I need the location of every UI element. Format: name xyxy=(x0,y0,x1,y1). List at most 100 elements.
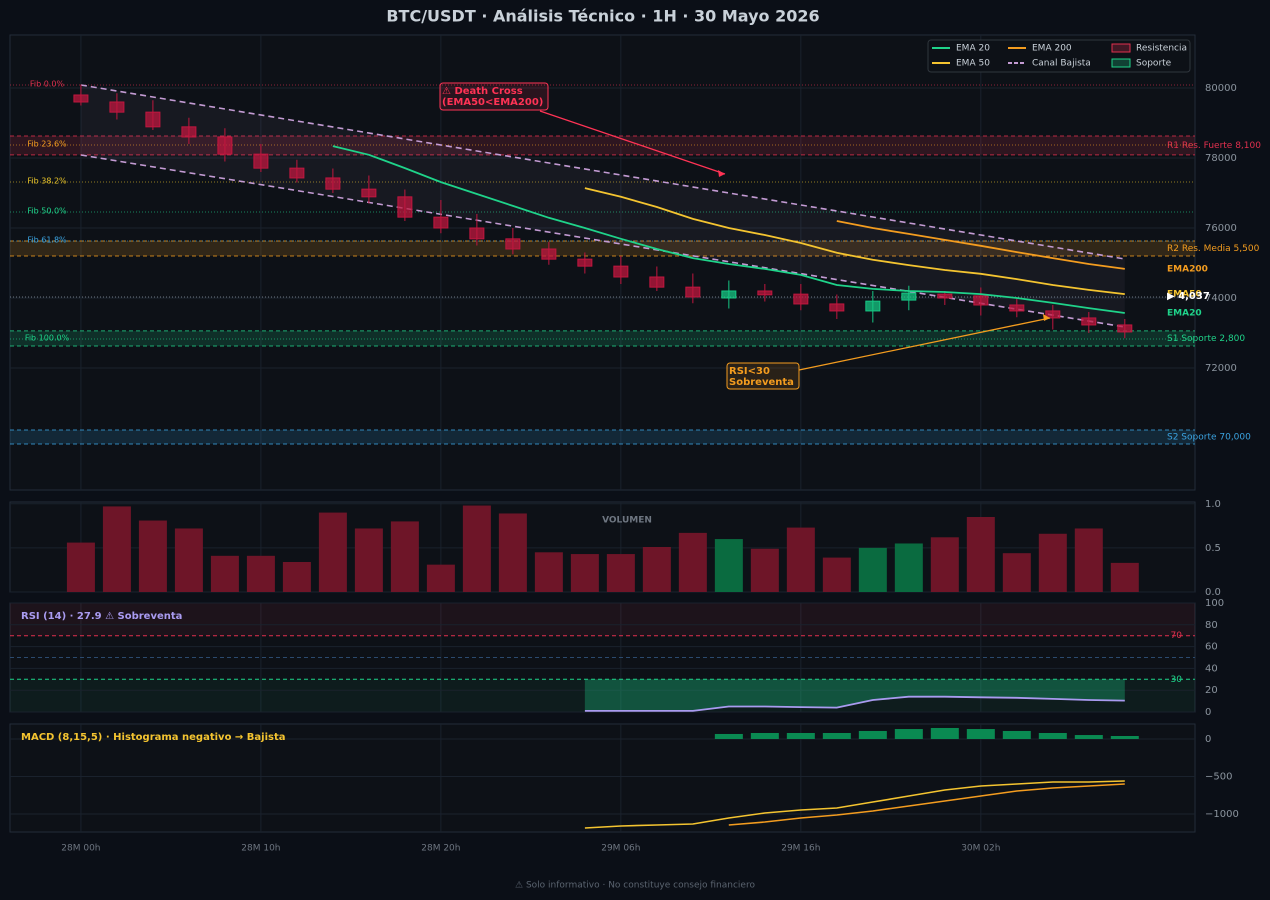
zone xyxy=(10,330,1195,346)
legend-label: EMA 50 xyxy=(956,59,990,69)
volume-bar xyxy=(246,555,275,592)
candle-body xyxy=(577,258,593,267)
macd-line xyxy=(584,780,1125,829)
chart-title: BTC/USDT · Análisis Técnico · 1H · 30 Ma… xyxy=(386,7,819,26)
volume-bar xyxy=(642,547,671,592)
volume-bar xyxy=(570,554,599,592)
candle-body xyxy=(613,265,629,278)
y-tick-label: 72000 xyxy=(1205,363,1237,374)
volume-bar xyxy=(678,532,707,592)
fib-label: Fib 0.0% xyxy=(30,79,65,88)
annotation-text: (EMA50<EMA200) xyxy=(442,97,543,108)
volume-bar xyxy=(930,537,959,592)
y-tick-label: 1.0 xyxy=(1205,499,1221,510)
histogram-bar xyxy=(930,727,959,739)
candle-body xyxy=(325,177,341,190)
panel-title: MACD (8,15,5) · Histograma negativo → Ba… xyxy=(21,732,285,743)
legend-label: EMA 200 xyxy=(1032,44,1072,54)
arrow-head xyxy=(718,170,725,177)
volume-bar xyxy=(750,548,779,592)
histogram-bar xyxy=(894,729,923,739)
ema-line xyxy=(332,145,1125,314)
volume-bar xyxy=(318,512,347,592)
zone-label: S1 Soporte 2,800 xyxy=(1167,334,1245,344)
volume-bar xyxy=(822,557,851,592)
candle-body xyxy=(685,286,701,298)
y-tick-label: −500 xyxy=(1205,772,1232,783)
channel-fill xyxy=(80,84,1125,328)
candle-body xyxy=(649,276,665,288)
volume-bar xyxy=(354,528,383,592)
annotation-arrow xyxy=(539,110,726,175)
x-tick-label: 28M 00h xyxy=(61,844,100,854)
zone xyxy=(10,429,1195,444)
zone-label: R1 Res. Fuerte 8,100 xyxy=(1167,141,1261,151)
ema-line xyxy=(836,220,1125,270)
volume-bar xyxy=(534,552,563,592)
y-tick-label: 76000 xyxy=(1205,223,1237,234)
volume-bar xyxy=(66,542,95,592)
volume-bar xyxy=(1074,528,1103,592)
volume-panel xyxy=(9,501,1196,593)
price-panel xyxy=(9,34,1196,491)
histogram-bar xyxy=(1074,735,1103,739)
candle-body xyxy=(217,136,233,155)
histogram-bar xyxy=(786,733,815,739)
histogram-bar xyxy=(750,733,779,739)
candle-body xyxy=(901,292,917,301)
panel-title: RSI (14) · 27.9 ⚠ Sobreventa xyxy=(21,611,182,622)
candle-body xyxy=(1117,324,1133,333)
fib-label: Fib 23.6% xyxy=(27,140,67,149)
candle-body xyxy=(109,101,125,113)
candle-body xyxy=(397,196,413,218)
volume-bar xyxy=(966,517,995,592)
candle-body xyxy=(361,188,377,198)
histogram-bar xyxy=(714,733,743,739)
volume-bar xyxy=(390,521,419,592)
fib-label: Fib 100.0% xyxy=(25,333,70,342)
legend-label: Canal Bajista xyxy=(1032,59,1091,69)
y-tick-label: 74000 xyxy=(1205,293,1237,304)
annotation-arrow xyxy=(798,317,1051,371)
oversold-zone xyxy=(10,679,1195,712)
volume-bar xyxy=(714,539,743,592)
candle-body xyxy=(1009,304,1025,312)
ema-end-label: EMA50 xyxy=(1167,290,1202,300)
histogram-bar xyxy=(1110,736,1139,739)
volume-bar xyxy=(1002,553,1031,592)
volume-bar xyxy=(858,547,887,592)
histogram-bar xyxy=(822,733,851,739)
x-tick-label: 30M 02h xyxy=(961,844,1000,854)
candle-body xyxy=(793,293,809,305)
candle-body xyxy=(433,216,449,229)
candle-body xyxy=(973,295,989,306)
volume-bar xyxy=(1038,533,1067,592)
fib-label: Fib 38.2% xyxy=(27,177,67,186)
legend-label: EMA 20 xyxy=(956,44,990,54)
candle-body xyxy=(937,293,953,299)
footer: ⚠ Solo informativo · No constituye conse… xyxy=(515,881,755,891)
legend-swatch xyxy=(1111,58,1131,68)
y-tick-label: 0 xyxy=(1205,734,1211,745)
y-tick-label: 80 xyxy=(1205,620,1218,631)
ema-end-label: EMA20 xyxy=(1167,309,1202,319)
channel-line xyxy=(80,84,1125,260)
volume-bar xyxy=(786,527,815,592)
candle-body xyxy=(865,300,881,312)
annotation-box xyxy=(439,82,549,111)
candle-body xyxy=(541,248,557,260)
y-tick-label: 40 xyxy=(1205,663,1218,674)
annotation-text: RSI<30 xyxy=(729,366,770,377)
volume-bar xyxy=(210,555,239,592)
volume-bar xyxy=(606,554,635,592)
y-tick-label: 78000 xyxy=(1205,153,1237,164)
candle-body xyxy=(145,111,161,128)
annotation-box xyxy=(726,362,800,390)
candle-body xyxy=(469,227,485,240)
histogram-bar xyxy=(966,729,995,739)
y-tick-label: 0.5 xyxy=(1205,543,1221,554)
ema-line xyxy=(584,187,1125,295)
candle-body xyxy=(757,290,773,296)
legend xyxy=(927,39,1191,73)
